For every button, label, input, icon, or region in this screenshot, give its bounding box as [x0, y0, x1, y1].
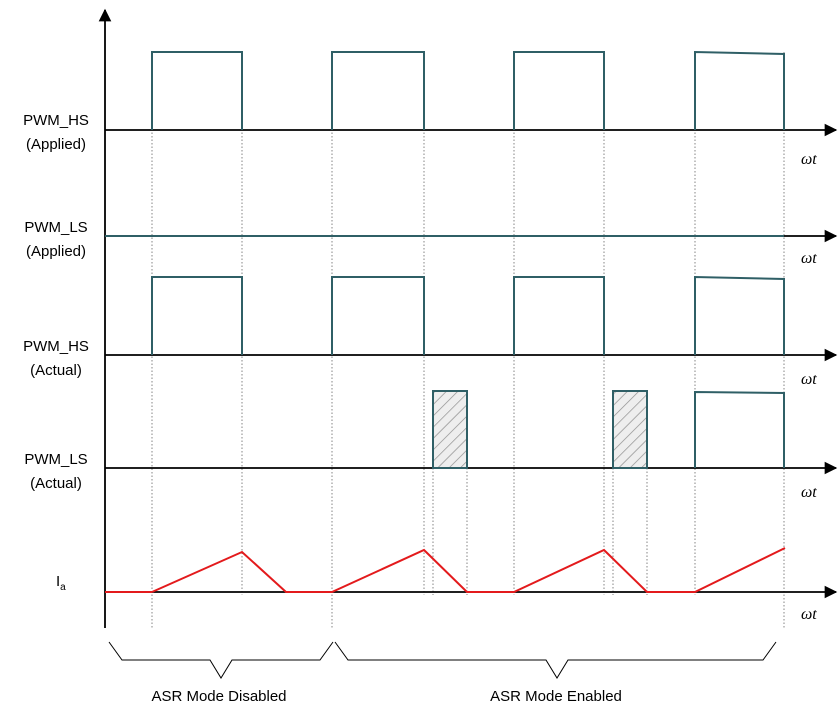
label-pwm-hs-actual: PWM_HS	[23, 338, 89, 355]
label-pwm-hs-applied-sub: (Applied)	[26, 136, 86, 153]
label-pwm-ls-applied: PWM_LS	[24, 219, 87, 236]
label-pwm-ls-actual: PWM_LS	[24, 451, 87, 468]
pwm-hs-actual-pulse	[694, 275, 785, 355]
signal-labels: PWM_HS (Applied) PWM_LS (Applied) PWM_HS…	[23, 112, 89, 593]
pwm-hs-applied-pulse	[513, 51, 605, 130]
pwm-hs-applied-waveform	[151, 50, 785, 130]
omega-t-label-4: ωt	[801, 484, 817, 501]
pwm-hs-applied-pulse	[694, 50, 785, 130]
guide-lines	[151, 52, 785, 628]
label-pwm-ls-actual-sub: (Actual)	[30, 475, 82, 492]
label-pwm-hs-actual-sub: (Actual)	[30, 362, 82, 379]
omega-t-label-5: ωt	[801, 606, 817, 623]
brace-asr-disabled	[108, 641, 334, 679]
pwm-hs-actual-pulse	[513, 276, 605, 355]
pwm-ls-actual-pulse	[612, 390, 648, 469]
brace-asr-enabled	[334, 641, 777, 679]
current-trace	[151, 547, 786, 593]
asr-enabled-label: ASR Mode Enabled	[490, 688, 622, 705]
omega-t-label-1: ωt	[801, 151, 817, 168]
label-pwm-hs-applied: PWM_HS	[23, 112, 89, 129]
omega-t-label-3: ωt	[801, 371, 817, 388]
asr-disabled-label: ASR Mode Disabled	[151, 688, 286, 705]
pwm-hs-actual-pulse	[331, 276, 425, 355]
pwm-ls-actual-waveform	[432, 390, 785, 469]
pwm-hs-applied-pulse	[151, 51, 243, 130]
pwm-ls-actual-pulse	[694, 390, 785, 468]
pwm-hs-applied-pulse	[331, 51, 425, 130]
label-current: Ia	[56, 573, 66, 593]
pwm-ls-actual-pulse	[432, 390, 468, 469]
omega-t-labels: ωt ωt ωt ωt ωt	[801, 151, 817, 623]
label-pwm-ls-applied-sub: (Applied)	[26, 243, 86, 260]
omega-t-label-2: ωt	[801, 250, 817, 267]
pwm-hs-actual-waveform	[151, 275, 785, 355]
pwm-hs-actual-pulse	[151, 276, 243, 355]
current-waveform	[105, 547, 786, 593]
